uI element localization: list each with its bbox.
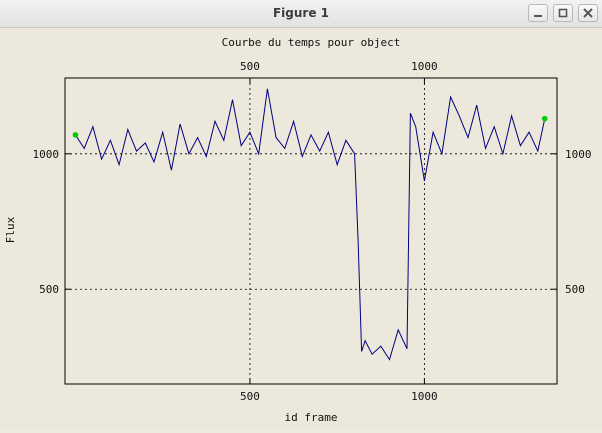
series-line (75, 88, 546, 361)
endpoint-marker (72, 132, 79, 138)
ticks: 500 500 1000 1000 500 500 1000 1000 (33, 60, 592, 403)
series (75, 88, 546, 361)
minimize-button[interactable] (528, 4, 548, 22)
close-icon (583, 8, 593, 18)
y-tick-label: 500 (39, 283, 59, 296)
window-title: Figure 1 (272, 6, 330, 20)
plot-frame (64, 77, 558, 385)
y-axis-label: Flux (4, 216, 17, 243)
close-button[interactable] (578, 4, 598, 22)
y-tick-label: 1000 (33, 148, 60, 161)
x-tick-label-top: 500 (240, 60, 260, 73)
title-bar[interactable]: Figure 1 (0, 0, 602, 28)
chart-title: Courbe du temps pour object (222, 36, 401, 49)
x-tick-label: 500 (240, 390, 260, 403)
maximize-icon (558, 8, 568, 18)
x-tick-label-top: 1000 (411, 60, 438, 73)
y-tick-label-right: 1000 (565, 148, 592, 161)
grid (65, 78, 557, 384)
endpoint-marker (541, 115, 548, 122)
minimize-icon (534, 15, 542, 17)
x-tick-label: 1000 (411, 390, 438, 403)
x-axis-label: id frame (285, 411, 338, 424)
figure-canvas: Courbe du temps pour object id frame Flu… (0, 28, 602, 429)
markers (72, 115, 548, 138)
y-tick-label-right: 500 (565, 283, 585, 296)
chart: Courbe du temps pour object id frame Flu… (4, 36, 592, 424)
maximize-button[interactable] (553, 4, 573, 22)
